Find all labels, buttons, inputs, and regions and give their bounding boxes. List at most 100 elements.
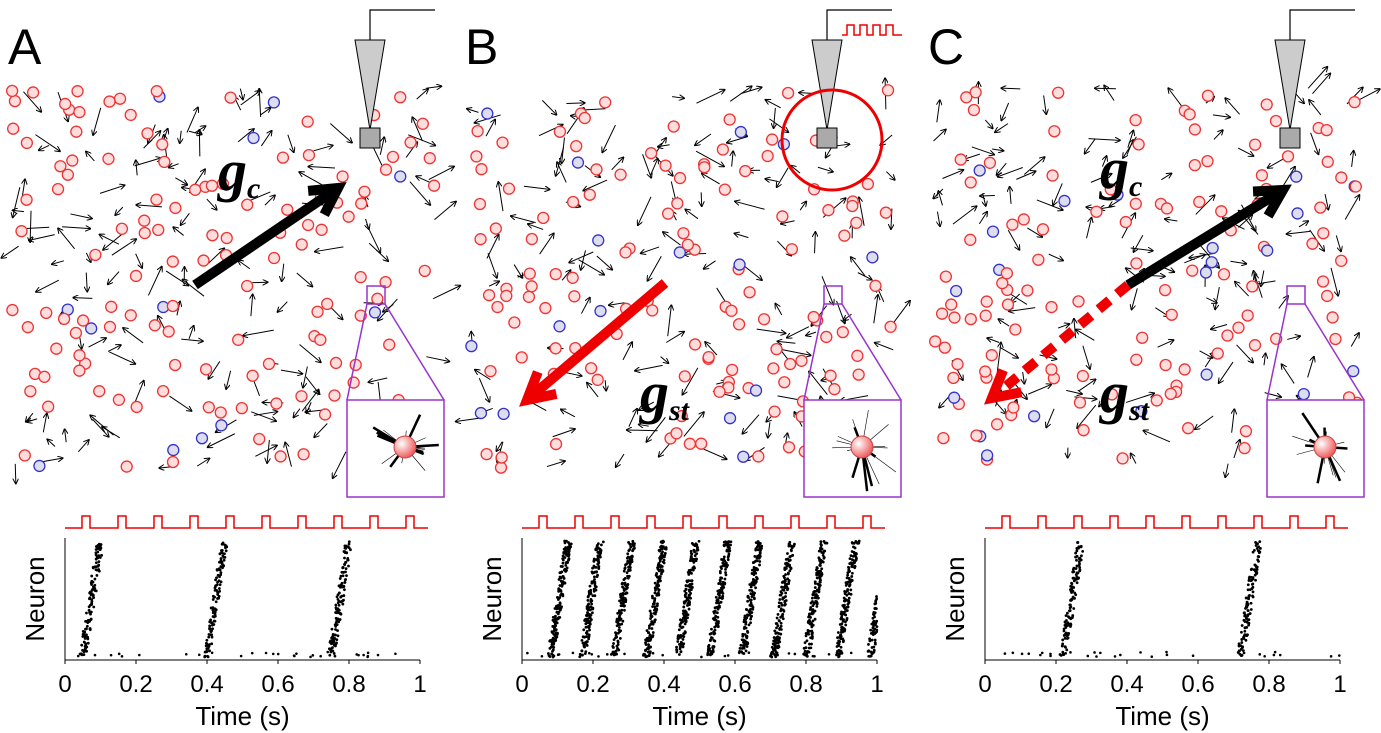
x-tick-label: 0.8 (332, 671, 365, 698)
spike (854, 540, 857, 543)
spike (820, 544, 823, 547)
neuron (203, 402, 214, 413)
spike (1252, 590, 1255, 593)
spike (624, 566, 627, 569)
spike (561, 557, 564, 560)
flow-arrow (435, 202, 456, 220)
spike (559, 594, 562, 597)
spike (653, 602, 656, 605)
spike (744, 640, 747, 643)
neuron (296, 239, 307, 250)
spike (872, 631, 875, 634)
vector-symbol: g (1098, 136, 1129, 201)
raster-axes (985, 538, 1340, 660)
spike (552, 656, 555, 659)
spike (751, 608, 754, 611)
flow-arrow (1144, 431, 1170, 442)
spike (690, 552, 693, 555)
spike (842, 605, 845, 608)
flow-arrow (553, 429, 575, 437)
spike (845, 581, 848, 584)
flow-arrow (1132, 288, 1138, 309)
spike (787, 573, 790, 576)
flow-arrow (433, 286, 460, 299)
flow-arrow (36, 280, 59, 292)
flow-arrow (240, 89, 243, 100)
neuron (476, 164, 487, 175)
neuron (600, 97, 611, 108)
spike (852, 555, 855, 558)
spike (93, 584, 96, 587)
neuron (167, 456, 178, 467)
spike (624, 582, 627, 585)
neuron (1212, 348, 1223, 359)
spike (222, 565, 225, 568)
neuron (277, 152, 288, 163)
neuron (1073, 296, 1084, 307)
spike (784, 592, 787, 595)
flow-arrow (547, 461, 565, 467)
flow-arrow (775, 304, 781, 315)
spike (657, 568, 660, 571)
flow-arrow (136, 160, 137, 175)
neuron (930, 336, 941, 347)
spike (88, 611, 91, 614)
spike (842, 639, 845, 642)
spike (685, 588, 688, 591)
flow-arrow (416, 176, 430, 182)
flow-arrow (43, 414, 47, 433)
neuron (572, 157, 583, 168)
neuron (847, 200, 858, 211)
neuron (1315, 202, 1326, 213)
spike (753, 569, 756, 572)
spike (593, 559, 596, 562)
flow-arrow (58, 228, 75, 248)
spike (775, 622, 778, 625)
neuron (663, 208, 674, 219)
spike (265, 652, 268, 655)
neuron (1022, 285, 1033, 296)
neuron (139, 228, 150, 239)
neuron (762, 151, 773, 162)
neuron (1222, 330, 1233, 341)
neuron (168, 445, 179, 456)
neuron (538, 212, 549, 223)
spike (781, 581, 784, 584)
neuron (1184, 109, 1195, 120)
neuron (381, 164, 392, 175)
flow-arrow (108, 345, 121, 351)
neuron (1117, 453, 1128, 464)
flow-arrow (616, 454, 624, 467)
spike (875, 620, 878, 623)
spike (624, 592, 627, 595)
flow-arrow (1308, 357, 1314, 378)
spike (684, 622, 687, 625)
flow-arrow (93, 108, 101, 135)
neuron (72, 86, 83, 97)
flow-arrow (997, 163, 1007, 175)
spike (551, 625, 554, 628)
spike (95, 574, 98, 577)
spike (596, 545, 599, 548)
spike (185, 653, 188, 656)
neuron (882, 85, 893, 96)
neuron (121, 461, 132, 472)
vector-symbol: g (216, 138, 247, 203)
spike (683, 602, 686, 605)
spike (840, 611, 843, 614)
flow-arrow (380, 137, 384, 154)
spike (777, 613, 780, 616)
neuron (1262, 245, 1273, 256)
spike (691, 583, 694, 586)
neuron (131, 270, 142, 281)
spike (741, 638, 744, 641)
spike (567, 546, 570, 549)
spike (1257, 555, 1260, 558)
spike (693, 549, 696, 552)
spike (552, 648, 555, 651)
neuron (591, 164, 602, 175)
spike (653, 619, 656, 622)
spike (688, 600, 691, 603)
x-tick-label: 1 (870, 671, 883, 698)
neuron (103, 153, 114, 164)
